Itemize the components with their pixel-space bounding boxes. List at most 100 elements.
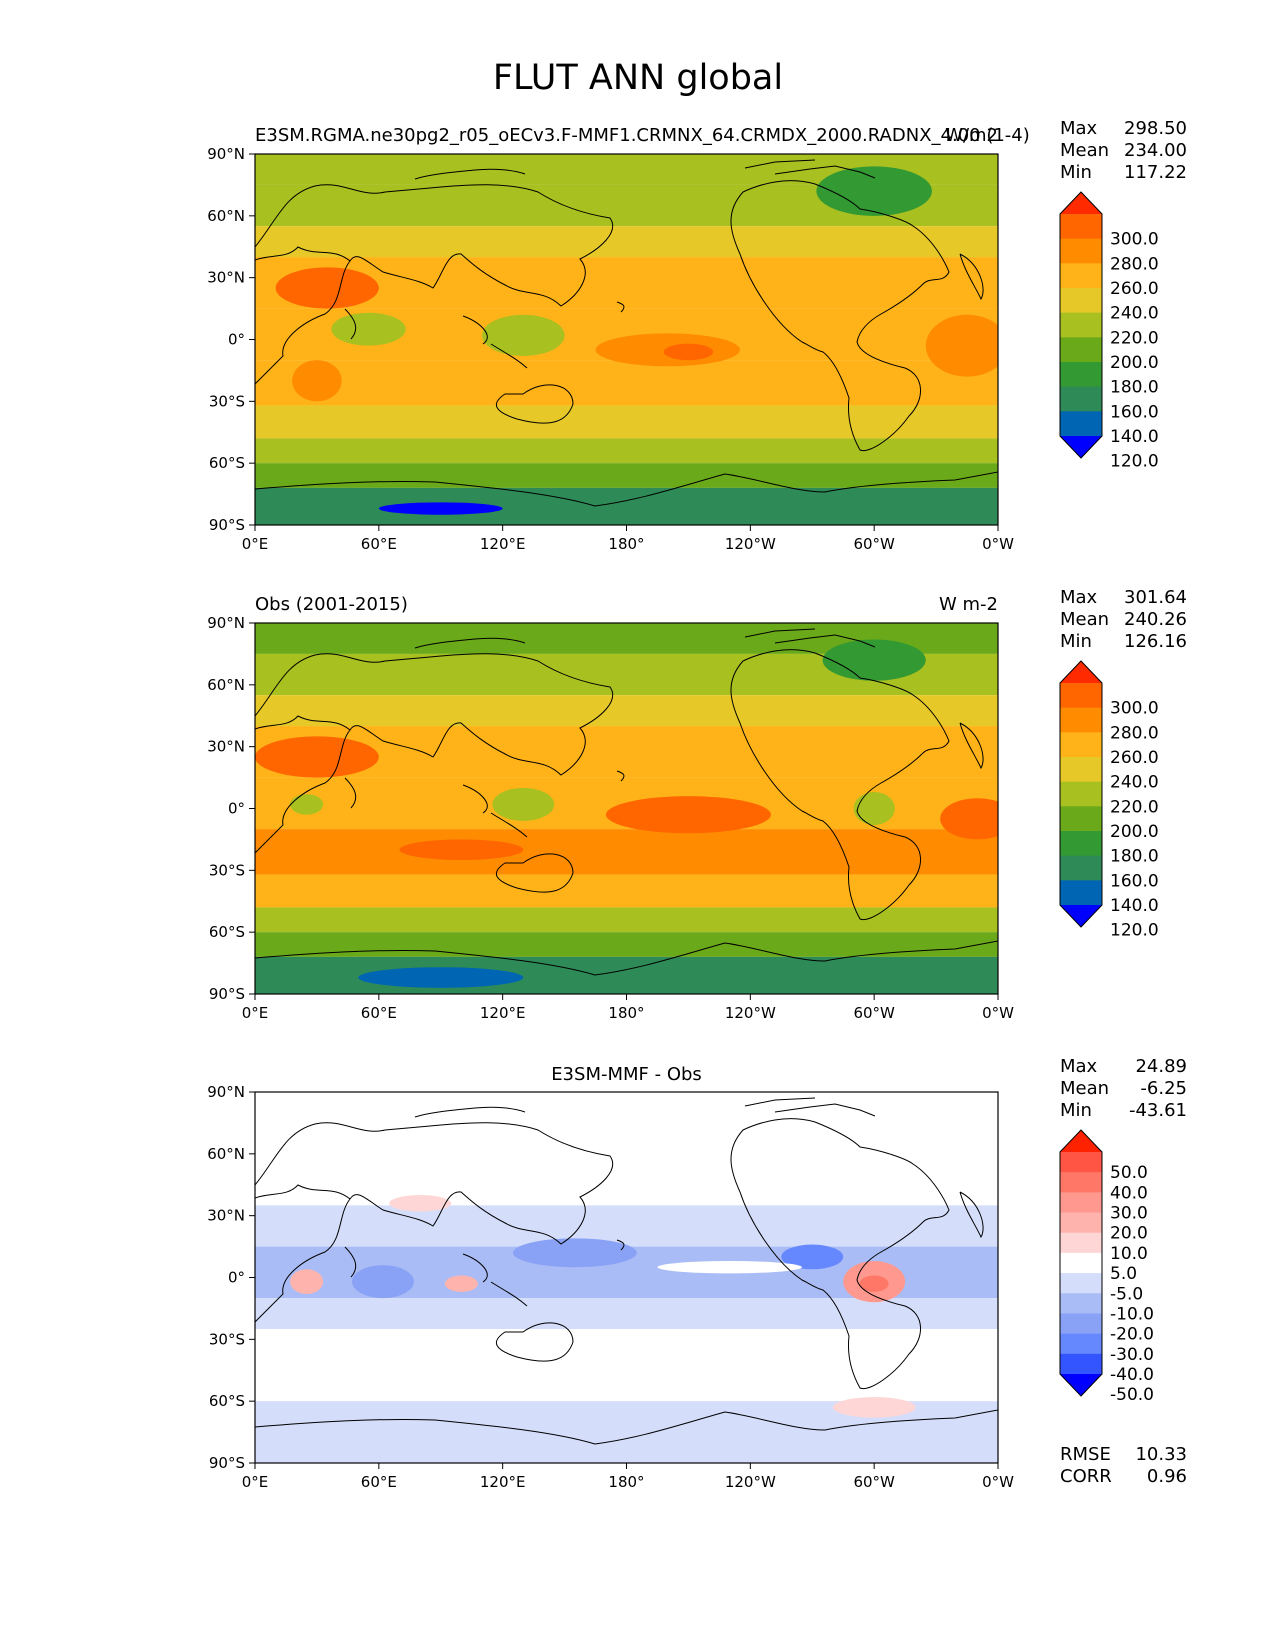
field-anomaly-8 xyxy=(832,1397,916,1418)
colorbar-segment xyxy=(1060,337,1102,363)
field-anomaly-0 xyxy=(512,1238,637,1268)
colorbar-tick-label: 200.0 xyxy=(1110,353,1159,373)
lat-band-9 xyxy=(255,487,998,525)
stat-value: 126.16 xyxy=(1124,631,1187,652)
colorbar-tick-label: 260.0 xyxy=(1110,748,1159,768)
lat-band-6 xyxy=(255,874,998,908)
panel-title: E3SM-MMF - Obs xyxy=(551,1064,702,1085)
lat-tick-label: 90°S xyxy=(209,985,245,1003)
colorbar xyxy=(1059,191,1103,459)
colorbar-tick-label: 120.0 xyxy=(1110,452,1159,472)
stat-value: 298.50 xyxy=(1124,118,1187,139)
field-anomaly-0 xyxy=(816,166,932,216)
colorbar-tick-label: 50.0 xyxy=(1110,1163,1148,1183)
lat-tick-label: 90°S xyxy=(209,516,245,534)
field-anomaly-8 xyxy=(378,502,503,515)
stat-label: Min xyxy=(1060,1100,1092,1121)
colorbar-segment xyxy=(1060,683,1102,709)
stat-value: 234.00 xyxy=(1124,140,1187,161)
stat-value: -6.25 xyxy=(1140,1078,1187,1099)
field-anomaly-5 xyxy=(290,794,324,815)
figure-title: FLUT ANN global xyxy=(493,58,783,98)
lon-tick-label: 60°E xyxy=(361,535,397,553)
colorbar-extend-bottom xyxy=(1060,905,1102,927)
field-anomaly-5 xyxy=(482,314,565,356)
lat-tick-label: 30°S xyxy=(209,861,245,879)
colorbar-tick-label: 220.0 xyxy=(1110,328,1159,348)
field-anomaly-7 xyxy=(399,839,524,861)
lon-tick-label: 120°W xyxy=(725,1473,776,1491)
colorbar-extend-bottom xyxy=(1060,436,1102,458)
colorbar-tick-label: 160.0 xyxy=(1110,871,1159,891)
lon-tick-label: 60°W xyxy=(853,1004,895,1022)
colorbar-tick-label: 280.0 xyxy=(1110,723,1159,743)
field-anomaly-1 xyxy=(781,1244,844,1270)
lon-tick-label: 180° xyxy=(608,1473,644,1491)
field-anomaly-6 xyxy=(444,1275,478,1292)
stat-value: -43.61 xyxy=(1129,1100,1187,1121)
colorbar-outline xyxy=(1059,660,1103,928)
field-anomaly-4 xyxy=(492,787,555,821)
colorbar-tick-label: 140.0 xyxy=(1110,427,1159,447)
colorbar-segment xyxy=(1060,1152,1102,1173)
colorbar-outline xyxy=(1059,191,1103,459)
lat-tick-label: 90°N xyxy=(207,1083,245,1101)
field-anomaly-3 xyxy=(275,267,379,309)
stat-value: 240.26 xyxy=(1124,609,1187,630)
colorbar-segment xyxy=(1060,1172,1102,1193)
field-anomaly-1 xyxy=(605,796,771,834)
lon-tick-label: 120°W xyxy=(725,535,776,553)
colorbar-tick-label: -20.0 xyxy=(1110,1325,1154,1345)
lat-band-8 xyxy=(255,932,998,957)
colorbar-segment xyxy=(1060,1192,1102,1214)
lat-tick-label: 90°N xyxy=(207,614,245,632)
lat-band-7 xyxy=(255,438,998,464)
lat-band-3 xyxy=(255,257,998,309)
stat-label: Mean xyxy=(1060,1078,1109,1099)
lat-band-3 xyxy=(255,1298,998,1330)
colorbar-tick-label: -40.0 xyxy=(1110,1365,1154,1385)
colorbar-segment xyxy=(1060,1212,1102,1234)
colorbar-tick-label: -50.0 xyxy=(1110,1385,1154,1405)
colorbar-segment xyxy=(1060,1252,1102,1274)
lat-band-6 xyxy=(255,405,998,439)
lat-tick-label: 60°N xyxy=(207,676,245,694)
colorbar-segment xyxy=(1060,362,1102,388)
colorbar-tick-label: 220.0 xyxy=(1110,797,1159,817)
field-anomaly-7 xyxy=(657,1261,802,1274)
colorbar-tick-label: -30.0 xyxy=(1110,1345,1154,1365)
lon-tick-label: 180° xyxy=(608,535,644,553)
field-anomaly-8 xyxy=(358,967,524,988)
stat-label: Max xyxy=(1060,587,1098,608)
lat-tick-label: 30°N xyxy=(207,738,245,756)
colorbar-extend-top xyxy=(1060,1130,1102,1152)
lat-tick-label: 30°N xyxy=(207,269,245,287)
colorbar-tick-label: 180.0 xyxy=(1110,847,1159,867)
panel-subtitle-left: Obs (2001-2015) xyxy=(255,594,408,615)
lat-tick-label: 90°S xyxy=(209,1454,245,1472)
field-anomaly-6 xyxy=(853,792,895,825)
field-anomaly-5 xyxy=(290,1269,324,1294)
colorbar-tick-label: 120.0 xyxy=(1110,921,1159,941)
lat-band-2 xyxy=(255,226,998,258)
colorbar-tick-label: 280.0 xyxy=(1110,254,1159,274)
lon-tick-label: 120°E xyxy=(480,1004,526,1022)
lat-band-0 xyxy=(255,1092,998,1206)
field-anomaly-4 xyxy=(859,1275,889,1292)
lat-tick-label: 60°S xyxy=(209,923,245,941)
colorbar-extend-bottom xyxy=(1060,1374,1102,1396)
colorbar-tick-label: 10.0 xyxy=(1110,1244,1148,1264)
colorbar xyxy=(1059,1129,1103,1397)
stat-label: Mean xyxy=(1060,140,1109,161)
lat-band-7 xyxy=(255,907,998,933)
lat-tick-label: 90°N xyxy=(207,145,245,163)
colorbar-segment xyxy=(1060,386,1102,412)
map-field xyxy=(255,1092,998,1463)
lon-tick-label: 60°E xyxy=(361,1004,397,1022)
panel-subtitle-left: E3SM.RGMA.ne30pg2_r05_oECv3.F-MMF1.CRMNX… xyxy=(255,125,1030,146)
lat-tick-label: 60°N xyxy=(207,1145,245,1163)
lat-band-2 xyxy=(255,695,998,727)
lat-band-4 xyxy=(255,1329,998,1402)
stat-label: Mean xyxy=(1060,609,1109,630)
